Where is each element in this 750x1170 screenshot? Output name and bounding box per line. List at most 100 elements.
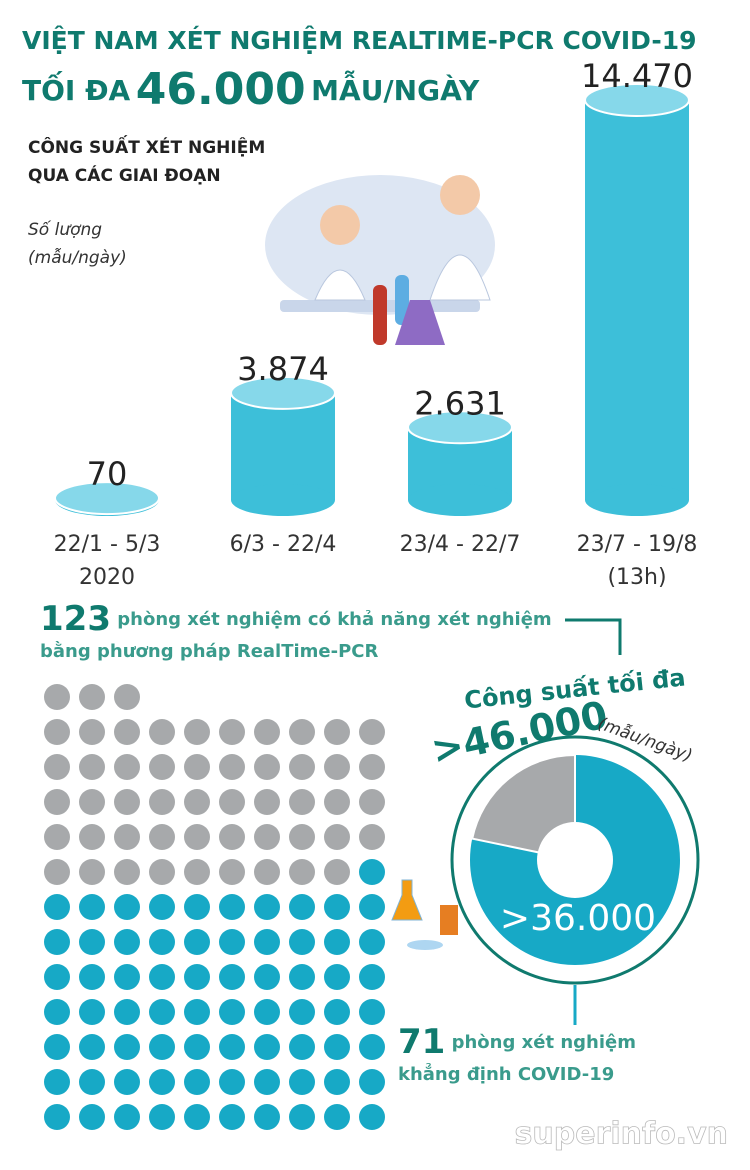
lab-dot: [289, 754, 315, 780]
confirmed-lab-dot: [114, 964, 140, 990]
lab-dot: [324, 754, 350, 780]
labs-confirmed: 71 phòng xét nghiệm: [398, 1022, 636, 1062]
labs-total-number: 123: [40, 599, 111, 639]
cylinder-body: [585, 100, 689, 500]
lab-dot: [254, 754, 280, 780]
confirmed-lab-dot: [184, 894, 210, 920]
lab-dot: [359, 789, 385, 815]
cylinder-bottom: [585, 484, 689, 516]
lab-dot: [289, 824, 315, 850]
lab-dot: [114, 824, 140, 850]
lab-dot: [254, 824, 280, 850]
confirmed-lab-dot: [254, 1104, 280, 1130]
confirmed-lab-dot: [184, 964, 210, 990]
labs-total: 123 phòng xét nghiệm có khả năng xét ngh…: [40, 599, 552, 639]
lab-dot: [44, 754, 70, 780]
title-number: 46.000: [136, 64, 306, 115]
cylinder-top: [584, 83, 690, 117]
confirmed-lab-dot: [44, 929, 70, 955]
confirmed-lab-dot: [44, 1104, 70, 1130]
lab-dot: [149, 859, 175, 885]
confirmed-lab-dot: [219, 1034, 245, 1060]
lab-dot: [219, 824, 245, 850]
confirmed-lab-dot: [254, 1069, 280, 1095]
confirmed-lab-dot: [44, 999, 70, 1025]
confirmed-lab-dot: [79, 894, 105, 920]
labs-confirmed-text: khẳng định COVID-19: [398, 1063, 614, 1085]
lab-illustration: [265, 175, 495, 345]
confirmed-lab-dot: [79, 1104, 105, 1130]
confirmed-lab-dot: [324, 1034, 350, 1060]
lab-dot: [114, 789, 140, 815]
confirmed-lab-dot: [324, 1069, 350, 1095]
watermark: superinfo.vn: [515, 1117, 728, 1152]
labs-confirmed-number: 71: [398, 1022, 445, 1062]
confirmed-lab-dot: [219, 964, 245, 990]
confirmed-lab-dot: [184, 1069, 210, 1095]
confirmed-lab-dot: [114, 894, 140, 920]
lab-dot: [184, 824, 210, 850]
lab-dot: [114, 719, 140, 745]
lab-dot: [324, 859, 350, 885]
confirmed-lab-dot: [219, 1069, 245, 1095]
capacity-confirmed: >36.000: [500, 898, 656, 939]
confirmed-lab-dot: [324, 894, 350, 920]
confirmed-lab-dot: [114, 999, 140, 1025]
value-label: 2.631: [414, 384, 506, 422]
confirmed-lab-dot: [254, 1034, 280, 1060]
lab-dot: [359, 754, 385, 780]
confirmed-lab-dot: [289, 894, 315, 920]
confirmed-lab-dot: [44, 964, 70, 990]
confirmed-lab-dot: [79, 929, 105, 955]
x-tick-label: 6/3 - 22/4: [230, 532, 337, 557]
confirmed-lab-dot: [359, 929, 385, 955]
confirmed-lab-dot: [219, 929, 245, 955]
connector: [565, 618, 622, 655]
lab-dot: [149, 719, 175, 745]
lab-dot: [79, 754, 105, 780]
lab-dot: [184, 754, 210, 780]
confirmed-lab-dot: [219, 1104, 245, 1130]
cylinder-bottom: [408, 484, 512, 516]
confirmed-lab-dot: [114, 1069, 140, 1095]
confirmed-lab-dot: [79, 999, 105, 1025]
confirmed-lab-dot: [149, 964, 175, 990]
confirmed-lab-dot: [254, 894, 280, 920]
lab-dot: [254, 789, 280, 815]
confirmed-lab-dot: [79, 964, 105, 990]
lab-dot: [359, 824, 385, 850]
labs-total-text: phòng xét nghiệm có khả năng xét nghiệm: [117, 609, 551, 630]
lab-dot: [219, 789, 245, 815]
confirmed-lab-dot: [219, 894, 245, 920]
lab-dot: [184, 859, 210, 885]
x-tick-label: (13h): [607, 565, 666, 590]
lab-dot: [289, 789, 315, 815]
title-line1: VIỆT NAM XÉT NGHIỆM REALTIME-PCR COVID-1…: [22, 25, 697, 55]
lab-dot: [219, 859, 245, 885]
lab-dot: [79, 824, 105, 850]
lab-dot: [149, 824, 175, 850]
lab-dot: [79, 789, 105, 815]
lab-dot: [289, 859, 315, 885]
value-label: 70: [87, 455, 128, 493]
confirmed-lab-dot: [184, 999, 210, 1025]
x-tick-label: 23/7 - 19/8: [577, 532, 698, 557]
labs-confirmed-text: phòng xét nghiệm: [452, 1032, 636, 1053]
confirmed-lab-dot: [359, 1034, 385, 1060]
value-label: 14.470: [581, 57, 693, 95]
confirmed-lab-dot: [114, 929, 140, 955]
cylinder-top: [54, 481, 160, 516]
confirmed-lab-dot: [359, 894, 385, 920]
confirmed-lab-dot: [254, 964, 280, 990]
lab-dot: [324, 789, 350, 815]
lab-dot: [44, 859, 70, 885]
confirmed-lab-dot: [114, 1104, 140, 1130]
confirmed-lab-dot: [324, 999, 350, 1025]
confirmed-lab-dot: [359, 1069, 385, 1095]
confirmed-lab-dot: [149, 1034, 175, 1060]
x-tick-label: 22/1 - 5/3: [54, 532, 161, 557]
confirmed-lab-dot: [184, 929, 210, 955]
chart-title: QUA CÁC GIAI ĐOẠN: [28, 164, 221, 186]
lab-dot: [79, 719, 105, 745]
confirmed-lab-dot: [324, 964, 350, 990]
